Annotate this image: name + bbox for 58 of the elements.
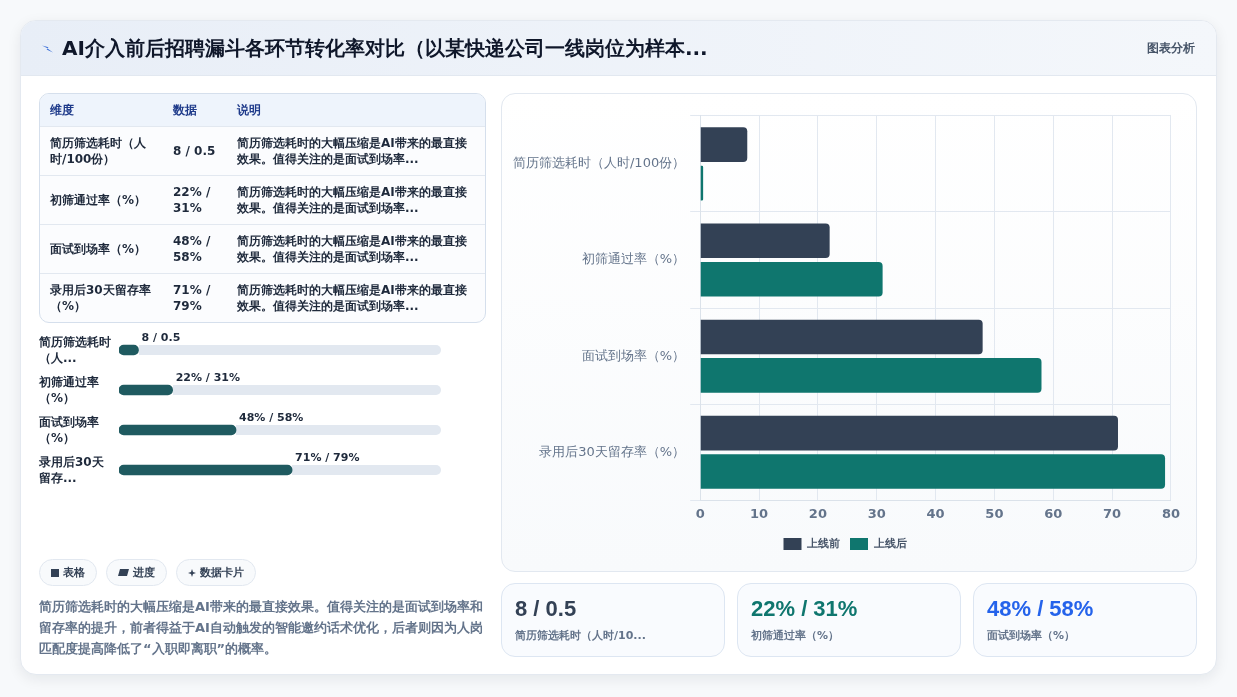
text: 表格 — [63, 565, 85, 580]
text: 48% / 58% — [987, 596, 1094, 621]
text: 进度 — [133, 565, 155, 580]
x-tick-label: 20 — [808, 505, 827, 521]
text: AI介入前后招聘漏斗各环节转化率对比（以某快递公司一线岗位为样本... — [62, 36, 708, 60]
text: 简历筛选耗时的大幅压缩是AI带来的最直接效果。值得关注的是面试到场率... — [237, 185, 467, 215]
text: 8 / 0.5 — [173, 144, 216, 158]
x-tick-label: 80 — [1161, 505, 1180, 521]
x-tick-label: 40 — [926, 505, 945, 521]
category-label: 简历筛选耗时（人... — [39, 335, 111, 365]
text: 简历筛选耗时的大幅压缩是AI带来的最直接效果。值得关注的是面试到场率和留存率的提升，前者得益于AI自动触发的智能邀约话术优化，后者则因为人岗匹配度提高降低了“入职即离职”的概率。 — [39, 599, 483, 656]
text: 简历筛选耗时的大幅压缩是AI带来的最直接效果。值得关注的是面试到场率... — [237, 283, 467, 313]
bar — [700, 454, 1166, 489]
text: 简历筛选耗时（人时/10... — [515, 629, 646, 642]
text: 71% / 79% — [173, 283, 211, 313]
text: 初筛通过率（%） — [50, 193, 147, 207]
category-label: 面试到场率（%） — [39, 415, 99, 445]
text: 初筛通过率（%） — [751, 629, 840, 642]
bar — [700, 358, 1042, 393]
text: 22% / 31% — [751, 596, 858, 621]
bar — [119, 384, 173, 396]
legend-label: 上线后 — [872, 536, 907, 550]
text: 录用后30天留存率（%） — [50, 283, 151, 313]
x-tick-label: 60 — [1044, 505, 1063, 521]
x-tick-label: 50 — [985, 505, 1004, 521]
text: 数据卡片 — [200, 565, 244, 580]
data-label: 8 / 0.5 — [141, 331, 181, 344]
text: 面试到场率（%） — [50, 242, 147, 256]
y-tick-label: 面试到场率（%） — [581, 347, 686, 363]
bar — [700, 223, 830, 259]
text: 数据 — [173, 103, 197, 117]
bar — [700, 415, 1118, 451]
text: 简历筛选耗时的大幅压缩是AI带来的最直接效果。值得关注的是面试到场率... — [237, 234, 467, 264]
x-tick-label: 0 — [695, 505, 705, 521]
x-tick-label: 70 — [1103, 505, 1122, 521]
legend-label: 上线前 — [806, 536, 840, 550]
x-tick-label: 10 — [749, 505, 769, 521]
category-label: 初筛通过率（%） — [39, 375, 99, 405]
text: 维度 — [50, 103, 74, 117]
text: 图表分析 — [1147, 41, 1195, 55]
y-tick-label: 录用后30天留存率（%） — [539, 443, 686, 459]
text: 说明 — [237, 103, 261, 117]
text: 48% / 58% — [173, 234, 211, 264]
y-tick-label: 初筛通过率（%） — [581, 251, 686, 267]
text: 22% / 31% — [173, 185, 211, 215]
data-label: 71% / 79% — [295, 451, 360, 464]
data-label: 22% / 31% — [175, 371, 240, 384]
data-label: 48% / 58% — [239, 411, 304, 424]
category-label: 录用后30天留存... — [39, 455, 104, 485]
text: 8 / 0.5 — [515, 596, 577, 621]
text: 面试到场率（%） — [987, 629, 1076, 642]
bar — [700, 319, 983, 355]
text: 简历筛选耗时（人时/100份） — [50, 136, 146, 166]
bar — [700, 261, 883, 297]
text: 简历筛选耗时的大幅压缩是AI带来的最直接效果。值得关注的是面试到场率... — [237, 136, 467, 166]
x-tick-label: 30 — [867, 505, 886, 521]
y-tick-label: 简历筛选耗时（人时/100份） — [512, 155, 686, 171]
bar — [700, 127, 748, 162]
